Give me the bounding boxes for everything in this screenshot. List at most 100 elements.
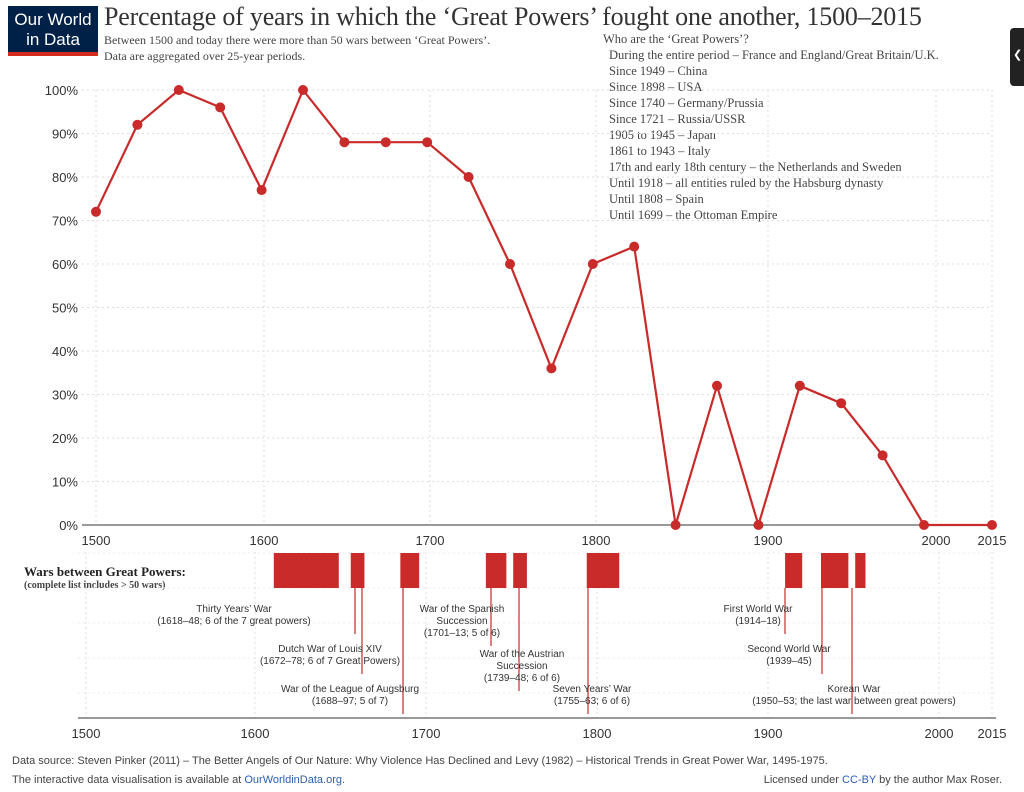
data-point <box>836 398 847 409</box>
series-line <box>95 87 992 529</box>
data-point <box>380 137 391 148</box>
x-tick-label: 1700 <box>416 533 445 548</box>
data-point <box>173 85 184 95</box>
war-bar <box>273 553 339 588</box>
wars-x-tick-label: 1800 <box>583 726 612 741</box>
war-label: First World War <box>724 604 794 615</box>
x-tick-label: 1800 <box>582 533 611 548</box>
war-label: Succession <box>436 616 487 627</box>
great-powers-item: During the entire period – France and En… <box>609 48 939 62</box>
data-point <box>987 520 997 530</box>
chart-subtitle-1: Between 1500 and today there were more t… <box>104 33 491 47</box>
war-label: Succession <box>496 661 547 672</box>
data-point <box>712 380 722 391</box>
data-point <box>670 520 681 530</box>
data-point <box>463 172 474 182</box>
footer-source: Data source: Steven Pinker (2011) – The … <box>12 755 828 767</box>
war-label: War of the League of Augsburg <box>281 684 419 695</box>
war-label: (1939–45) <box>766 656 812 667</box>
war-bar <box>400 553 420 588</box>
chevron-left-icon: ❮ <box>1013 49 1023 61</box>
y-tick-label: 60% <box>52 257 78 272</box>
data-point <box>132 119 143 130</box>
footer-interactive: The interactive data visualisation is av… <box>12 774 345 786</box>
x-tick-label: 1500 <box>82 533 111 548</box>
x-tick-label: 1900 <box>754 533 783 548</box>
war-label: (1672–78; 6 of 7 Great Powers) <box>260 656 400 667</box>
data-point <box>794 380 805 391</box>
great-powers-list: During the entire period – France and En… <box>603 48 939 224</box>
great-powers-item: 17th and early 18th century – the Nether… <box>609 160 902 174</box>
footer-interactive-suffix: . <box>341 774 346 786</box>
war-label: (1950–53; the last war between great pow… <box>752 696 955 707</box>
data-point <box>919 520 929 530</box>
war-label: Thirty Years’ War <box>196 604 272 615</box>
owid-logo: Our World in Data <box>8 6 98 56</box>
great-powers-box: Who are the ‘Great Powers’? During the e… <box>603 32 939 224</box>
data-point <box>91 206 101 217</box>
y-tick-label: 30% <box>52 388 78 403</box>
great-powers-item: Since 1740 – Germany/Prussia <box>609 96 764 110</box>
war-label: (1739–48; 6 of 6) <box>484 673 560 684</box>
cc-by-link[interactable]: CC-BY <box>842 774 877 786</box>
x-tick-label: 2000 <box>922 533 951 548</box>
war-label: War of the Austrian <box>480 649 565 660</box>
data-point <box>753 520 764 530</box>
great-powers-heading: Who are the ‘Great Powers’? <box>603 32 749 46</box>
war-label: (1618–48; 6 of the 7 great powers) <box>157 616 310 627</box>
footer-interactive-prefix: The interactive data visualisation is av… <box>12 774 245 786</box>
logo-line1: Our World <box>14 10 92 29</box>
war-bar <box>821 553 849 588</box>
war-label: (1701–13; 5 of 6) <box>424 628 500 639</box>
war-label: War of the Spanish <box>420 604 505 615</box>
war-bar <box>513 553 527 588</box>
war-bar <box>785 553 803 588</box>
chart-subtitle-2: Data are aggregated over 25-year periods… <box>104 49 306 63</box>
great-powers-item: 1861 to 1943 – Italy <box>609 144 711 158</box>
war-bar <box>485 553 507 588</box>
y-tick-label: 20% <box>52 431 78 446</box>
great-powers-item: Since 1721 – Russia/USSR <box>609 112 746 126</box>
x-tick-label: 1600 <box>250 533 279 548</box>
great-powers-item: Until 1808 – Spain <box>609 192 704 206</box>
wars-x-tick-label: 1600 <box>241 726 270 741</box>
data-point <box>422 137 433 148</box>
x-tick-label: 2015 <box>978 533 1007 548</box>
y-tick-label: 50% <box>52 301 78 316</box>
chart-title: Percentage of years in which the ‘Great … <box>104 2 922 31</box>
great-powers-item: Until 1699 – the Ottoman Empire <box>609 208 778 222</box>
war-bar <box>855 553 866 588</box>
great-powers-item: Until 1918 – all entities ruled by the H… <box>609 176 884 190</box>
wars-section-title: Wars between Great Powers: <box>24 564 186 579</box>
data-point <box>215 102 226 113</box>
wars-x-tick-label: 1900 <box>754 726 783 741</box>
war-bar <box>586 553 620 588</box>
side-panel-toggle[interactable]: ❮ <box>1010 28 1024 86</box>
wars-x-tick-label: 1700 <box>412 726 441 741</box>
war-bar <box>350 553 365 588</box>
y-tick-label: 40% <box>52 344 78 359</box>
data-point <box>339 137 350 148</box>
great-powers-item: 1905 to 1945 – Japan <box>609 128 716 142</box>
wars-x-tick-label: 1500 <box>72 726 101 741</box>
y-tick-label: 90% <box>52 127 78 142</box>
y-tick-label: 0% <box>59 518 78 533</box>
data-point <box>505 259 515 269</box>
war-label: Korean War <box>828 684 882 695</box>
wars-x-tick-label: 2000 <box>925 726 954 741</box>
data-point <box>546 363 557 374</box>
footer-license-prefix: Licensed under <box>763 774 843 786</box>
war-label: Dutch War of Louis XIV <box>278 644 382 655</box>
war-label: (1688–97; 5 of 7) <box>312 696 388 707</box>
logo-line2: in Data <box>26 30 80 49</box>
wars-x-tick-label: 2015 <box>978 726 1007 741</box>
war-label: Seven Years’ War <box>553 684 632 695</box>
owid-link[interactable]: OurWorldinData.org <box>244 774 342 786</box>
data-point <box>629 241 640 252</box>
footer-license-suffix: by the author Max Roser. <box>876 774 1002 786</box>
y-tick-label: 100% <box>45 83 79 98</box>
footer-license: Licensed under CC-BY by the author Max R… <box>764 774 1002 786</box>
logo-accent-bar <box>8 52 98 56</box>
y-tick-label: 10% <box>52 475 78 490</box>
